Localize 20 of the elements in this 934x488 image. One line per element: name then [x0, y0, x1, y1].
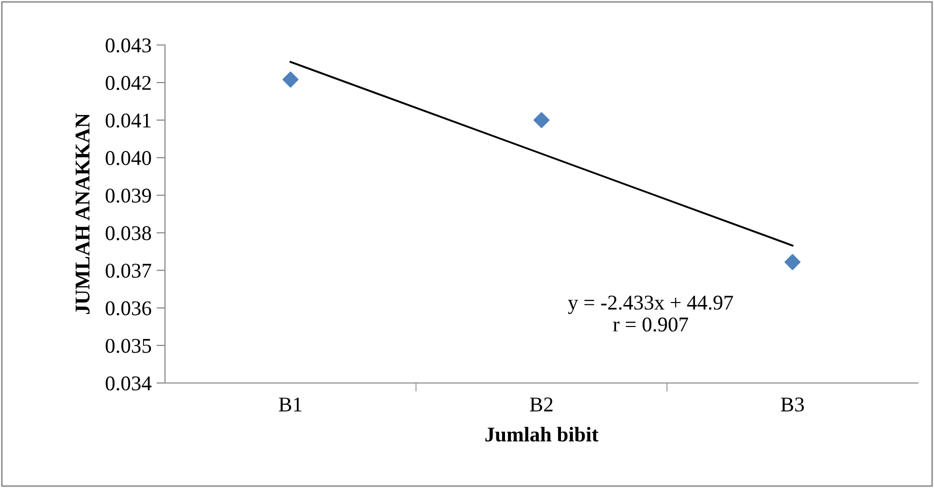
- y-tick-label: 0.036: [106, 301, 152, 316]
- x-tick-label: B2: [530, 398, 553, 412]
- point: [784, 254, 800, 270]
- x-tick-label: B1: [278, 398, 302, 412]
- y-tick-label: 0.037: [106, 264, 152, 278]
- y-tick-label: 0.035: [106, 338, 151, 353]
- point: [282, 72, 298, 88]
- y-tick-label: 0.043: [106, 38, 151, 53]
- y-axis-title: JUMLAH ANAKKAN: [76, 113, 90, 314]
- y-tick-label: 0.038: [106, 226, 152, 240]
- x-axis-title: Jumlah bibit: [485, 426, 598, 442]
- y-tick-label: 0.040: [106, 151, 152, 166]
- y-tick-label: 0.041: [106, 113, 151, 128]
- y-tick-label: 0.039: [106, 188, 151, 203]
- x-tick-label: B3: [780, 398, 804, 412]
- annotation: y = -2.433x + 44.97: [568, 296, 734, 314]
- y-tick-label: 0.034: [106, 376, 152, 391]
- y-tick-label: 0.042: [106, 76, 151, 90]
- annotation: r = 0.907: [613, 317, 688, 332]
- point: [534, 112, 550, 128]
